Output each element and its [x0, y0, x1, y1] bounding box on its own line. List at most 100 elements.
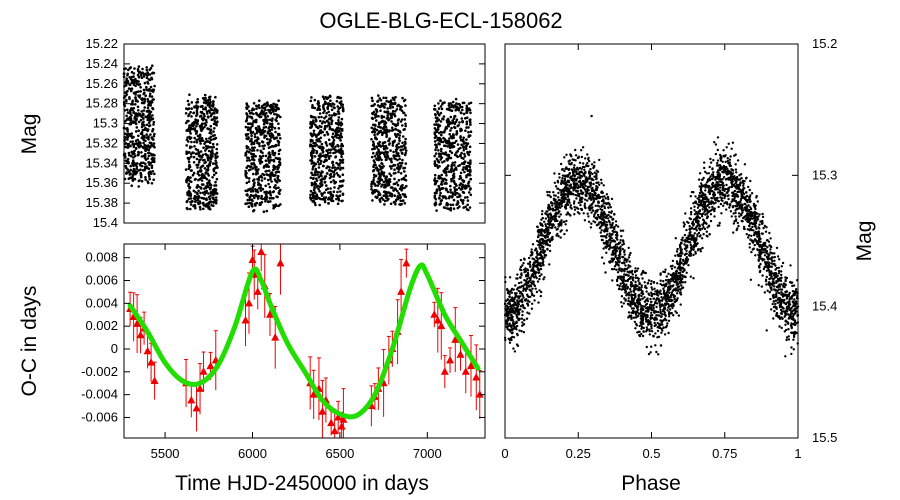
lightcurve-point: [332, 106, 336, 109]
lightcurve-point: [275, 170, 278, 174]
lightcurve-point: [201, 153, 205, 157]
lightcurve-point: [467, 182, 470, 185]
lightcurve-point: [131, 79, 134, 82]
lightcurve-point: [446, 207, 450, 210]
lightcurve-point: [327, 191, 330, 194]
lightcurve-point: [439, 111, 443, 115]
lightcurve-point: [465, 138, 468, 141]
lightcurve-point: [327, 202, 330, 205]
lightcurve-point: [433, 182, 437, 186]
lightcurve-point: [323, 191, 326, 194]
lightcurve-point: [465, 109, 469, 112]
lightcurve-point: [393, 164, 397, 167]
lightcurve-point: [433, 177, 437, 180]
lightcurve-point: [373, 116, 377, 119]
lightcurve-point: [329, 154, 332, 158]
lightcurve-point: [332, 190, 336, 193]
lightcurve-point: [384, 144, 388, 148]
lightcurve-point: [134, 130, 138, 133]
lightcurve-point: [250, 149, 254, 152]
lightcurve-point: [151, 114, 154, 117]
lightcurve-point: [372, 169, 375, 173]
lightcurve-point: [144, 155, 147, 158]
lightcurve-y-tick-label: 15.24: [85, 56, 118, 71]
lightcurve-point: [189, 127, 193, 130]
phase-point: [605, 193, 609, 196]
lightcurve-point: [324, 124, 327, 128]
phase-point: [593, 161, 596, 164]
lightcurve-point: [126, 73, 129, 77]
lightcurve-point: [148, 78, 152, 82]
lightcurve-point: [277, 99, 280, 102]
phase-point: [772, 317, 775, 320]
lightcurve-point: [147, 148, 150, 152]
lightcurve-point: [268, 161, 271, 164]
lightcurve-point: [393, 194, 397, 197]
phase-point: [530, 307, 534, 310]
lightcurve-point: [328, 165, 331, 169]
lightcurve-point: [140, 76, 144, 79]
lightcurve-point: [136, 73, 140, 77]
lightcurve-point: [247, 188, 251, 192]
lightcurve-y-axis-label: Mag: [18, 114, 41, 155]
lightcurve-point: [388, 165, 392, 168]
lightcurve-point: [212, 196, 215, 200]
oc-x-tick-label: 7000: [413, 446, 442, 461]
lightcurve-point: [311, 167, 315, 171]
lightcurve-point: [333, 186, 336, 189]
lightcurve-point: [399, 149, 403, 152]
lightcurve-point: [269, 134, 272, 138]
lightcurve-point: [449, 188, 452, 192]
lightcurve-point: [312, 141, 315, 145]
lightcurve-point: [310, 125, 314, 128]
lightcurve-point: [400, 105, 403, 109]
lightcurve-point: [145, 66, 148, 69]
phase-point: [736, 221, 739, 225]
lightcurve-point: [340, 199, 343, 203]
lightcurve-point: [255, 112, 258, 116]
lightcurve-point: [370, 116, 374, 120]
phase-point: [651, 288, 654, 291]
lightcurve-point: [273, 167, 277, 171]
lightcurve-point: [443, 139, 447, 142]
lightcurve-point: [370, 138, 373, 141]
lightcurve-point: [457, 186, 461, 190]
lightcurve-point: [336, 96, 339, 99]
lightcurve-point: [200, 117, 204, 120]
lightcurve-point: [464, 147, 468, 150]
lightcurve-point: [187, 107, 191, 110]
lightcurve-point: [254, 118, 258, 122]
lightcurve-point: [249, 195, 252, 198]
lightcurve-point: [396, 119, 400, 122]
lightcurve-point: [212, 100, 215, 103]
lightcurve-point: [322, 107, 326, 110]
phase-point: [675, 292, 679, 295]
lightcurve-point: [374, 136, 377, 139]
phase-point: [666, 322, 669, 325]
lightcurve-point: [264, 154, 268, 158]
lightcurve-point: [405, 184, 408, 188]
phase-point: [748, 242, 751, 246]
lightcurve-point: [203, 167, 207, 170]
phase-point: [685, 256, 688, 259]
phase-point: [776, 255, 780, 258]
phase-point: [559, 162, 563, 166]
oc-point: [430, 310, 439, 318]
lightcurve-point: [335, 99, 339, 103]
lightcurve-point: [264, 116, 267, 119]
lightcurve-point: [393, 182, 397, 186]
lightcurve-point: [254, 204, 257, 207]
lightcurve-point: [253, 181, 256, 185]
lightcurve-point: [191, 124, 195, 128]
oc-point: [192, 403, 201, 412]
lightcurve-point: [379, 109, 382, 112]
lightcurve-point: [440, 147, 443, 151]
lightcurve-point: [141, 121, 144, 125]
oc-fit-curve: [127, 262, 481, 420]
lightcurve-point: [198, 158, 201, 162]
lightcurve-point: [192, 151, 195, 155]
lightcurve-point: [380, 116, 384, 119]
lightcurve-point: [439, 158, 443, 161]
lightcurve-point: [145, 85, 148, 89]
phase-point: [522, 331, 526, 334]
